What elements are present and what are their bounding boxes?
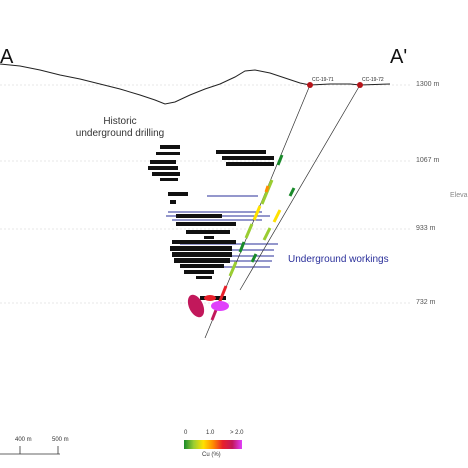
scale-label-500: 500 m xyxy=(52,437,69,443)
assay-interval xyxy=(264,185,270,193)
legend-color-ramp xyxy=(184,440,242,449)
legend-ticks: 0 1.0 > 2.0 xyxy=(184,430,244,438)
assay-interval xyxy=(250,253,258,263)
assay-interval xyxy=(244,223,254,239)
collar-cc-19-71 xyxy=(307,82,313,88)
topographic-profile xyxy=(0,63,391,105)
historic-drilling-annotation: Historic underground drilling xyxy=(75,116,165,139)
legend-tick-0: 0 xyxy=(184,430,188,436)
scale-bar xyxy=(0,446,60,455)
assay-interval xyxy=(262,227,272,241)
drill-trace-cc-19-72 xyxy=(239,84,361,291)
legend-title: Cu (%) xyxy=(202,452,221,458)
drillhole-label-cc-19-71: CC-19-71 xyxy=(312,77,334,83)
assay-interval xyxy=(228,261,238,277)
elevation-label-732: 732 m xyxy=(416,299,436,306)
elevation-label-1067: 1067 m xyxy=(416,157,440,164)
assay-interval xyxy=(288,187,296,197)
drillhole-label-cc-19-72: CC-19-72 xyxy=(362,77,384,83)
section-start-label: A xyxy=(0,46,14,68)
assay-interval xyxy=(210,309,218,321)
historic-drill-clusters xyxy=(148,145,274,300)
underground-workings-annotation: Underground workings xyxy=(288,254,389,265)
elevation-label-933: 933 m xyxy=(416,225,436,232)
assay-interval xyxy=(238,241,246,253)
assay-intervals xyxy=(210,154,296,321)
section-end-label: A' xyxy=(390,46,408,68)
elevation-lines xyxy=(0,84,410,304)
collar-cc-19-72 xyxy=(357,82,363,88)
legend-tick-1: 1.0 xyxy=(206,430,215,436)
high-grade-pods xyxy=(187,294,229,318)
scale-label-400: 400 m xyxy=(15,437,32,443)
assay-interval xyxy=(252,205,262,221)
elevation-axis-label: Eleva xyxy=(450,192,468,199)
assay-interval xyxy=(272,209,282,223)
assay-interval xyxy=(276,154,284,166)
elevation-label-1300: 1300 m xyxy=(416,81,440,88)
collar-markers xyxy=(307,82,363,88)
legend-tick-2: > 2.0 xyxy=(230,430,244,436)
cu-legend: 0 1.0 > 2.0 Cu (%) xyxy=(184,430,244,464)
